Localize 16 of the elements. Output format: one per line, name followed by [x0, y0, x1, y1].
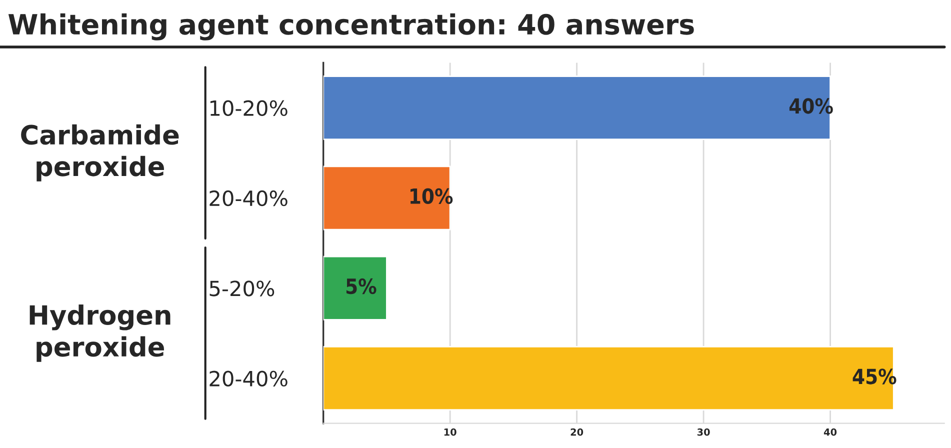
bar	[323, 76, 831, 140]
x-tick-label: 20	[570, 428, 584, 436]
data-label: 5%	[346, 278, 376, 294]
y-tick-label: 20-40%	[210, 370, 288, 386]
y-tick-label: 10-20%	[210, 100, 288, 116]
x-tick-label: 40	[824, 428, 837, 436]
y-tick-label: 20-40%	[210, 190, 288, 206]
bar	[323, 346, 894, 411]
chart-title: Whitening agent concentration: 40 answers	[8, 13, 694, 40]
x-tick-label: 10	[444, 428, 456, 436]
text: Carbamide peroxide	[21, 124, 179, 182]
y-tick-label: 5-20%	[210, 280, 274, 296]
bar	[323, 256, 388, 320]
text: Hydrogen peroxide	[30, 304, 170, 362]
x-tick-label: 30	[697, 428, 710, 436]
bar	[323, 166, 451, 230]
